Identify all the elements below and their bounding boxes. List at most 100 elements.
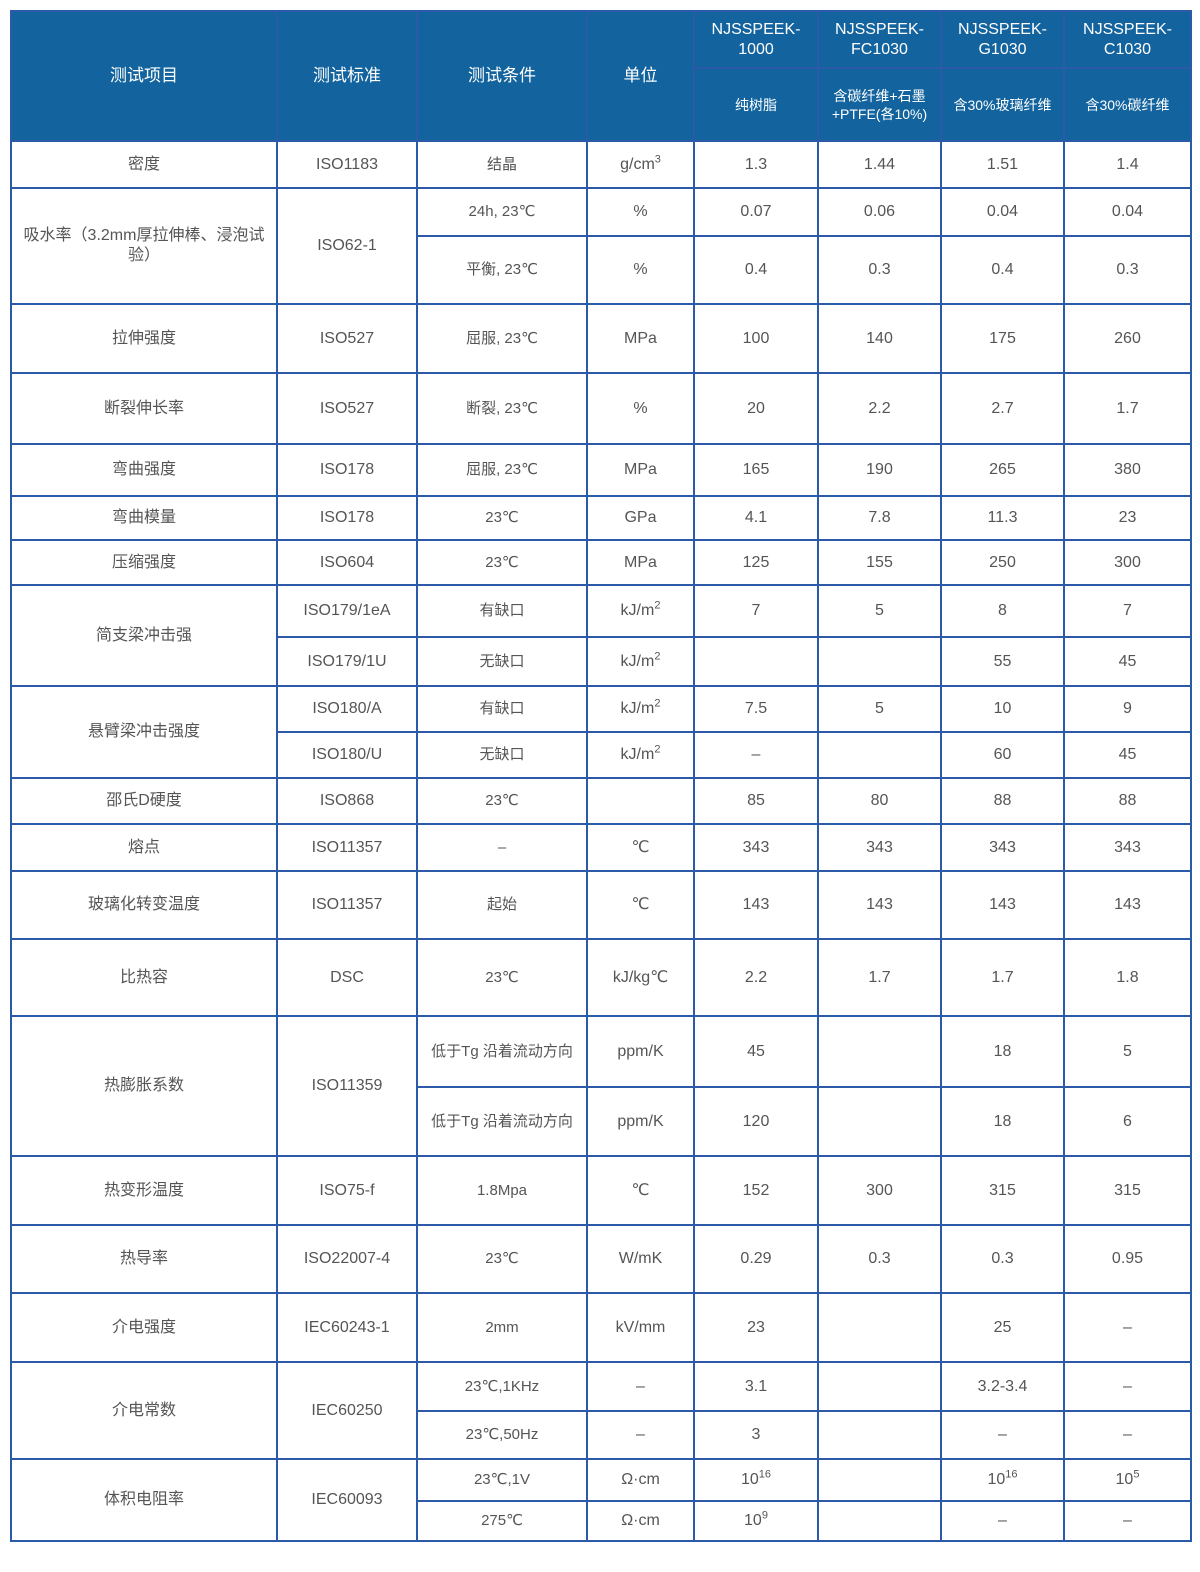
value-exponent: 2 — [654, 697, 661, 710]
test-standard: DSC — [276, 938, 418, 1017]
test-condition: 23℃ — [416, 495, 588, 541]
test-standard: ISO604 — [276, 539, 418, 586]
value-cell: 85 — [693, 777, 819, 825]
unit: kV/mm — [586, 1292, 695, 1363]
value-cell: 300 — [1063, 539, 1192, 586]
value-cell: 60 — [940, 731, 1065, 779]
test-condition: 有缺口 — [416, 685, 588, 733]
test-condition: 屈服, 23℃ — [416, 303, 588, 374]
header-model-name: NJSSPEEK-FC1030 — [817, 10, 942, 69]
table-row: 密度 ISO1183 结晶 g/cm3 1.3 1.44 1.51 1.4 — [10, 140, 1192, 189]
value-cell: 152 — [693, 1155, 819, 1226]
value-cell: 1.8 — [1063, 938, 1192, 1017]
test-item: 弯曲强度 — [10, 443, 278, 497]
table-row: 介电强度 IEC60243-1 2mm kV/mm 23 25– — [10, 1292, 1192, 1363]
test-condition: 无缺口 — [416, 731, 588, 779]
test-standard: ISO11359 — [276, 1015, 418, 1157]
value-exponent: 3 — [654, 153, 661, 166]
value-cell: 80 — [817, 777, 942, 825]
table-row: 弯曲强度 ISO178 屈服, 23℃ MPa 165 190 265 380 — [10, 443, 1192, 497]
value-cell: 45 — [1063, 731, 1192, 779]
value-cell: 0.06 — [817, 187, 942, 237]
value-cell: – — [940, 1410, 1065, 1460]
test-item: 热导率 — [10, 1224, 278, 1294]
test-item: 简支梁冲击强 — [10, 584, 278, 687]
value-base: 10 — [740, 1471, 759, 1488]
table-row: 吸水率（3.2mm厚拉伸棒、浸泡试验） ISO62-1 24h, 23℃% 0.07 0… — [10, 187, 1192, 305]
value-cell: 1.44 — [817, 140, 942, 189]
unit: GPa — [586, 495, 695, 541]
test-item: 介电强度 — [10, 1292, 278, 1363]
unit: – — [586, 1410, 695, 1460]
test-standard: ISO179/1U — [276, 636, 418, 687]
test-standard: ISO11357 — [276, 823, 418, 872]
value-base: kJ/m — [620, 700, 655, 717]
unit — [586, 777, 695, 825]
table-row: 比热容 DSC 23℃ kJ/kg℃ 2.2 1.7 1.7 1.8 — [10, 938, 1192, 1017]
value-cell: 2.7 — [940, 372, 1065, 445]
value-cell: 300 — [817, 1155, 942, 1226]
value-cell: 190 — [817, 443, 942, 497]
value-cell: 1016 — [693, 1458, 819, 1502]
value-cell: 7.8 — [817, 495, 942, 541]
value-cell: 0.4 — [940, 235, 1065, 305]
header-standard: 测试标准 — [276, 10, 418, 142]
table-row: 275℃ Ω·cm 109– – — [11, 1500, 1192, 1542]
value-cell: 143 — [1063, 870, 1192, 940]
value-cell: 10 — [940, 685, 1065, 733]
value-cell: 55 — [940, 636, 1065, 687]
unit: kJ/m2 — [586, 636, 695, 687]
value-cell — [817, 1086, 942, 1157]
value-cell: 100 — [693, 303, 819, 374]
test-standard: ISO180/U — [276, 731, 418, 779]
value-cell: 120 — [693, 1086, 819, 1157]
value-cell: 1.3 — [693, 140, 819, 189]
header-condition: 测试条件 — [416, 10, 588, 142]
value-cell: 265 — [940, 443, 1065, 497]
value-base: 10 — [987, 1471, 1006, 1488]
value-cell: – — [1063, 1292, 1192, 1363]
table-header: 测试项目 测试标准 测试条件 单位 NJSSPEEK-1000 NJSSPEEK… — [10, 10, 1192, 142]
test-standard: ISO527 — [276, 372, 418, 445]
value-cell: 343 — [817, 823, 942, 872]
value-cell: 0.3 — [817, 1224, 942, 1294]
value-cell: 2.2 — [817, 372, 942, 445]
table-row: 热导率 ISO22007-4 23℃ W/mK 0.29 0.3 0.3 0.95 — [10, 1224, 1192, 1294]
value-cell — [817, 1500, 942, 1542]
value-cell: 140 — [817, 303, 942, 374]
test-condition: – — [416, 823, 588, 872]
value-base: kJ/m — [620, 746, 655, 763]
spec-table: 测试项目 测试标准 测试条件 单位 NJSSPEEK-1000 NJSSPEEK… — [10, 10, 1192, 1542]
value-cell: 23 — [693, 1292, 819, 1363]
value-cell — [817, 1015, 942, 1088]
value-exponent: 2 — [654, 743, 661, 756]
unit: ℃ — [586, 1155, 695, 1226]
value-cell: 1.7 — [817, 938, 942, 1017]
unit: ℃ — [586, 870, 695, 940]
table-row: 热膨胀系数 ISO11359 低于Tg 沿着流动方向 ppm/K 45 18 5 — [10, 1015, 1192, 1157]
table-row: 弯曲模量 ISO178 23℃ GPa 4.1 7.8 11.3 23 — [10, 495, 1192, 541]
unit: % — [586, 235, 695, 305]
value-cell: 25 — [940, 1292, 1065, 1363]
table-row: ISO179/1U 无缺口 kJ/m2 55 45 — [11, 636, 1192, 687]
value-exponent: 16 — [1005, 1468, 1018, 1481]
table-row: ISO180/U 无缺口 kJ/m2–60 45 — [11, 731, 1192, 779]
value-exponent: 5 — [1133, 1468, 1140, 1481]
value-cell: 45 — [693, 1015, 819, 1088]
header-model-desc: 含碳纤维+石墨+PTFE(各10%) — [817, 67, 942, 142]
unit: % — [586, 187, 695, 237]
unit: ppm/K — [586, 1086, 695, 1157]
table-row: 平衡, 23℃% 0.4 0.3 0.4 0.3 — [11, 235, 1192, 305]
value-cell: 3.2-3.4 — [940, 1361, 1065, 1412]
value-cell: 2.2 — [693, 938, 819, 1017]
value-cell: 18 — [940, 1086, 1065, 1157]
unit: ppm/K — [586, 1015, 695, 1088]
value-cell: 6 — [1063, 1086, 1192, 1157]
value-cell: 250 — [940, 539, 1065, 586]
value-cell: 1.51 — [940, 140, 1065, 189]
table-row: 拉伸强度 ISO527 屈服, 23℃ MPa 100 140 175 260 — [10, 303, 1192, 374]
unit: ℃ — [586, 823, 695, 872]
value-cell: 0.4 — [693, 235, 819, 305]
unit: kJ/m2 — [586, 685, 695, 733]
test-condition: 低于Tg 沿着流动方向 — [416, 1086, 588, 1157]
